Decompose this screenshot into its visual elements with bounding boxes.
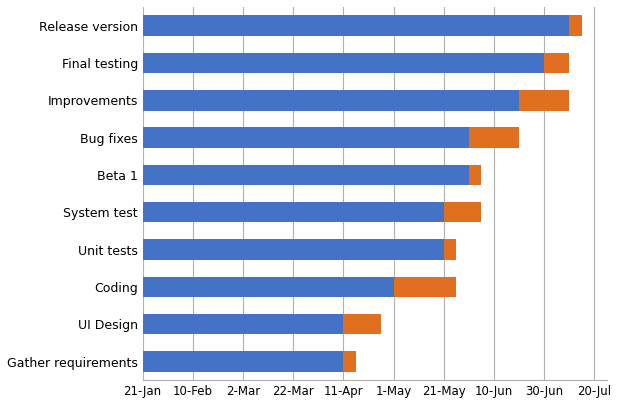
Bar (143, 202, 444, 222)
Bar (143, 314, 344, 335)
Bar (469, 165, 481, 185)
Bar (569, 15, 582, 36)
Bar (143, 165, 469, 185)
Bar (143, 239, 444, 260)
Bar (143, 277, 394, 297)
Bar (344, 351, 356, 372)
Bar (143, 90, 519, 111)
Bar (143, 127, 469, 148)
Bar (444, 239, 456, 260)
Bar (469, 127, 519, 148)
Bar (544, 53, 569, 73)
Bar (143, 53, 544, 73)
Bar (519, 90, 569, 111)
Bar (344, 314, 381, 335)
Bar (143, 351, 344, 372)
Bar (394, 277, 456, 297)
Bar (143, 15, 569, 36)
Bar (444, 202, 481, 222)
